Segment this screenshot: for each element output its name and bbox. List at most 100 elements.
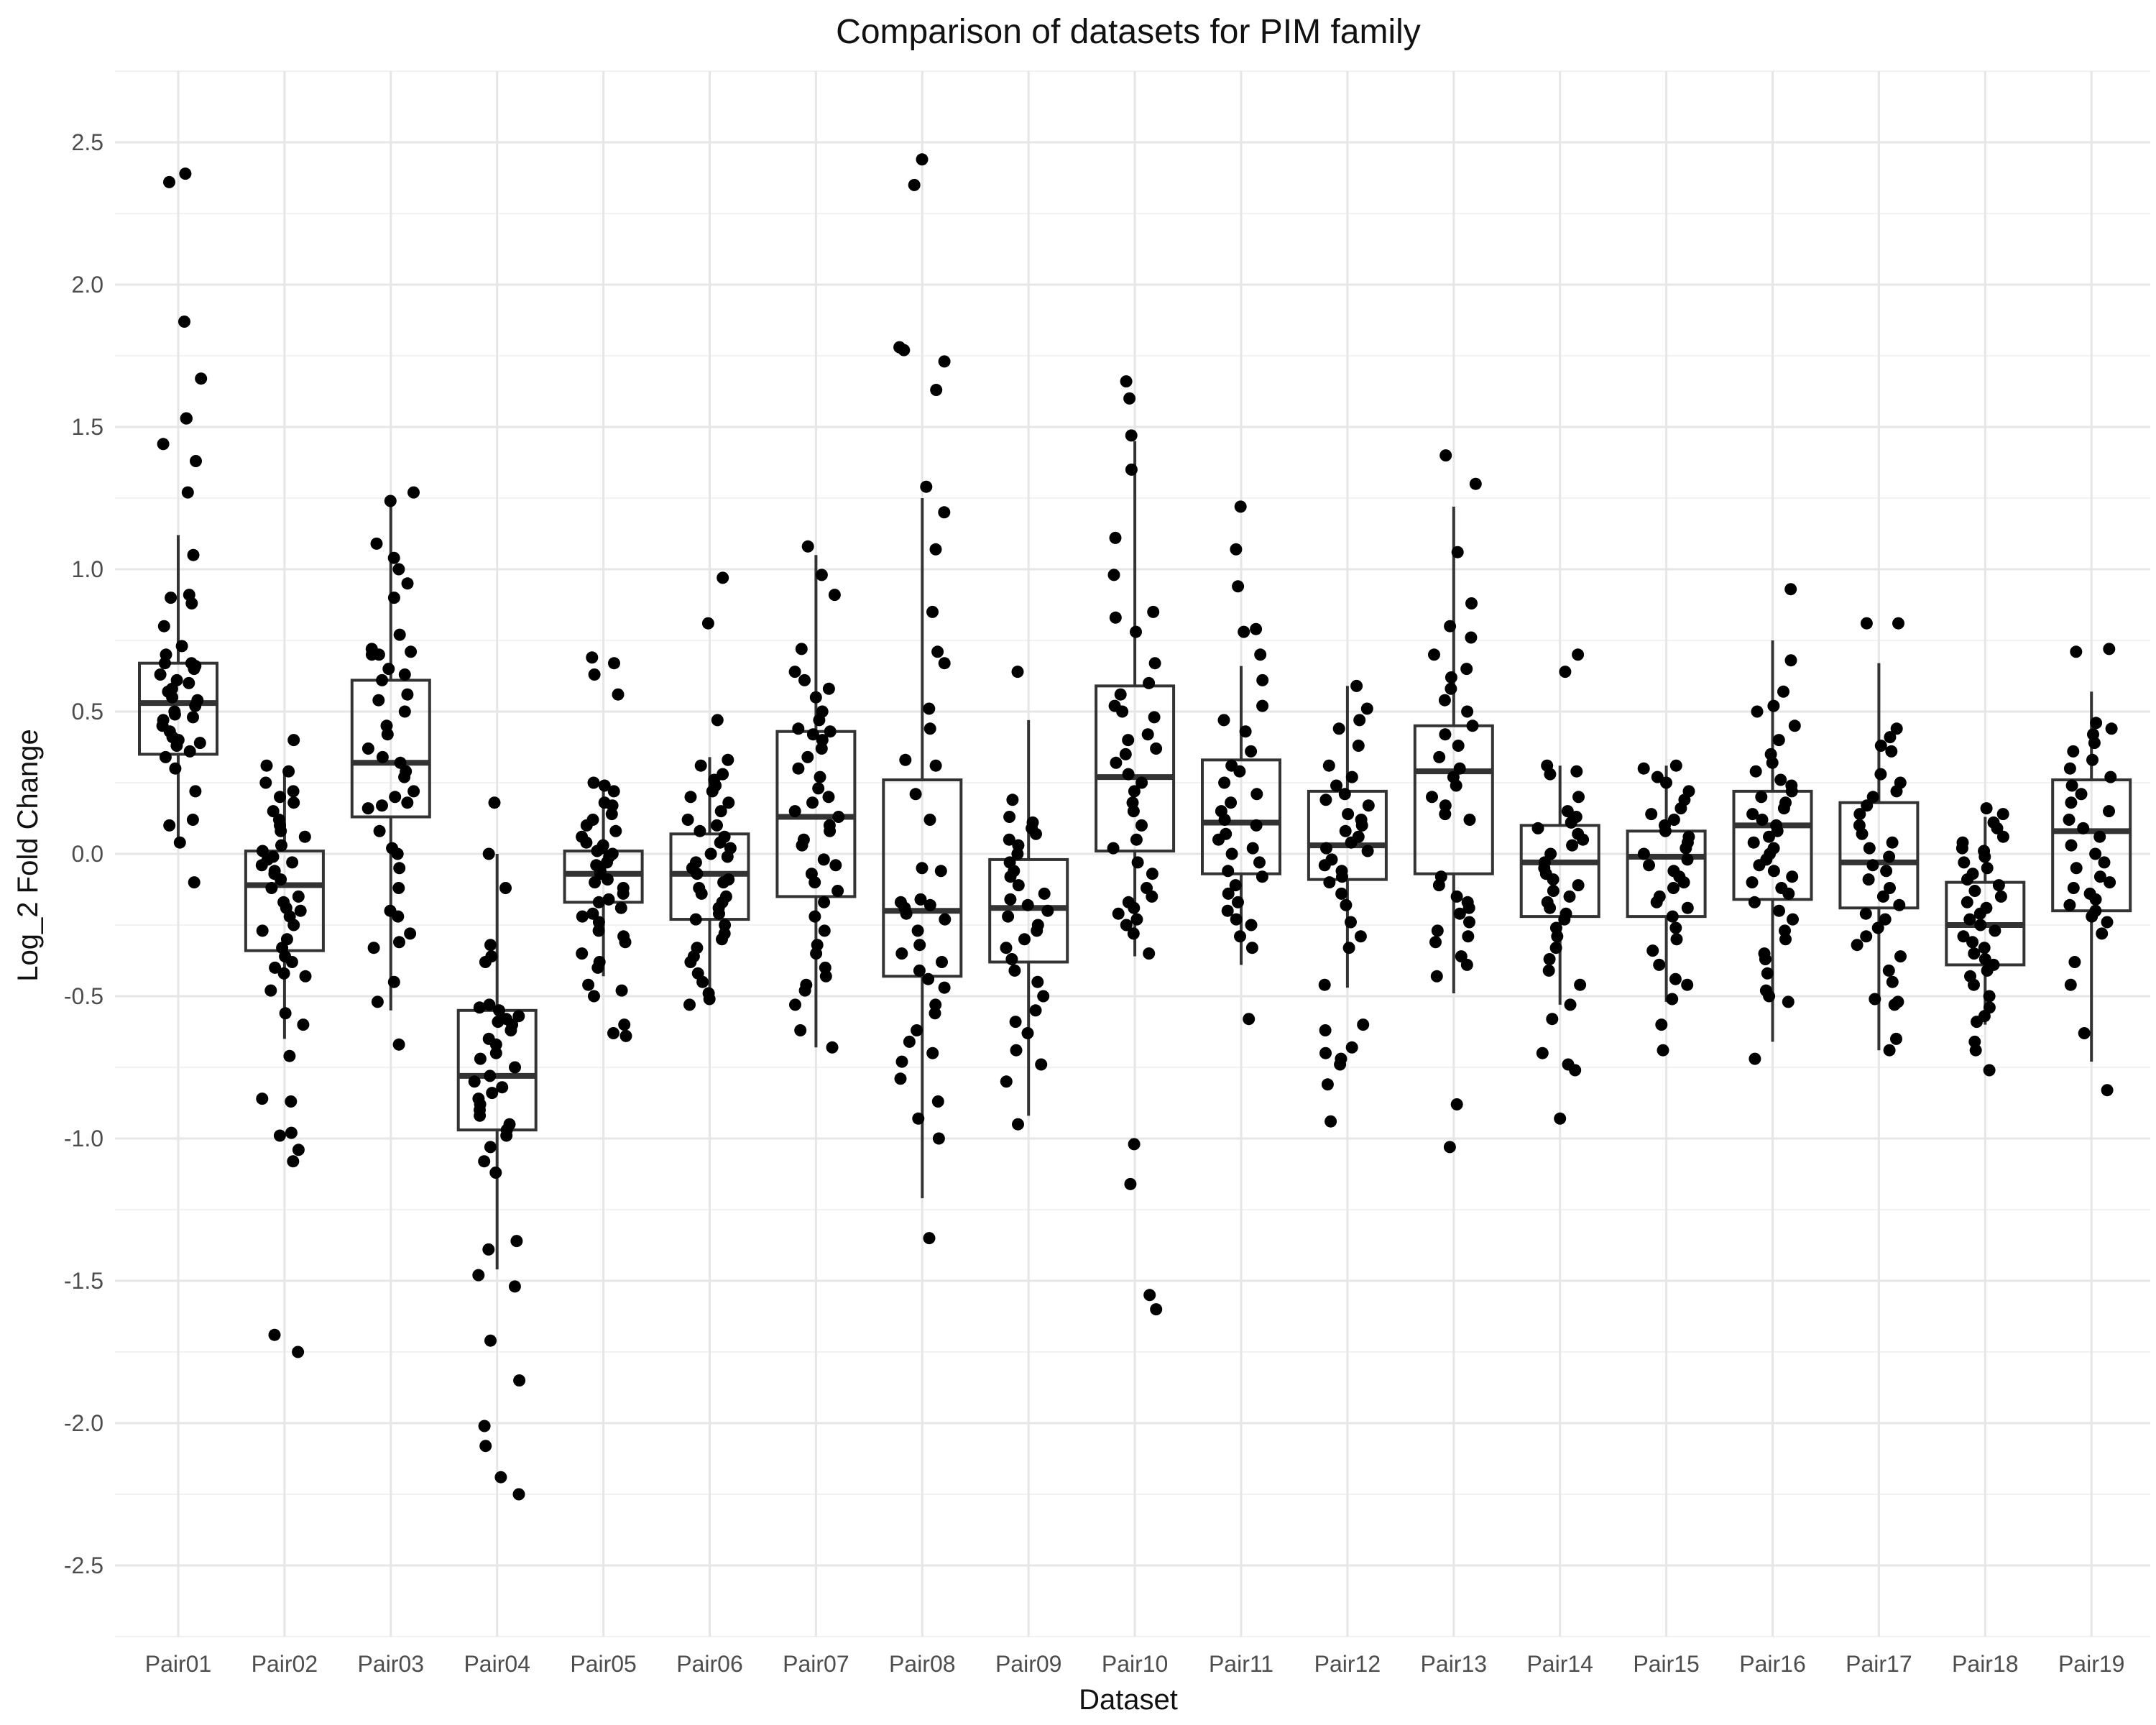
data-point: [287, 919, 300, 932]
x-tick-label: Pair03: [358, 1651, 425, 1677]
data-point: [1637, 847, 1650, 860]
data-point: [1866, 791, 1879, 804]
data-point: [801, 540, 814, 553]
data-point: [1978, 850, 1991, 863]
data-point: [913, 964, 926, 977]
data-point: [1749, 1052, 1761, 1065]
data-point: [938, 657, 951, 670]
data-point: [1439, 449, 1452, 462]
data-point: [788, 805, 801, 818]
data-point: [806, 796, 819, 809]
data-point: [1572, 791, 1585, 804]
data-point: [287, 785, 300, 798]
data-point: [376, 799, 388, 812]
x-tick-label: Pair15: [1633, 1651, 1700, 1677]
data-point: [163, 175, 175, 188]
data-point: [926, 605, 939, 618]
data-point: [277, 967, 290, 980]
data-point: [1232, 896, 1244, 908]
data-point: [1345, 836, 1358, 849]
data-point: [2088, 737, 2101, 750]
data-point: [373, 824, 386, 837]
data-point: [617, 887, 630, 900]
data-point: [1430, 970, 1443, 983]
data-point: [1871, 921, 1884, 934]
iqr-box: [138, 661, 218, 756]
data-point: [1666, 993, 1679, 1006]
data-point: [193, 737, 206, 750]
data-point: [1000, 942, 1013, 954]
y-tick-label: 0.0: [72, 841, 103, 867]
data-point: [283, 1049, 296, 1062]
data-point: [181, 486, 194, 499]
box-pair04: [456, 854, 538, 1270]
data-point: [1008, 964, 1021, 977]
data-point: [392, 563, 405, 576]
data-point: [1147, 605, 1160, 618]
data-point: [279, 1007, 292, 1020]
data-point: [370, 537, 383, 550]
data-point: [287, 796, 300, 809]
x-tick-label: Pair12: [1314, 1651, 1381, 1677]
y-tick-label: 2.0: [72, 272, 103, 298]
data-point: [1218, 814, 1231, 826]
data-point: [474, 1052, 487, 1065]
data-point: [2098, 856, 2111, 869]
data-point: [938, 355, 951, 368]
data-point: [391, 847, 404, 860]
data-point: [1879, 913, 1892, 926]
data-point: [1669, 759, 1682, 772]
data-point: [361, 742, 374, 755]
data-point: [1029, 1004, 1042, 1017]
data-point: [1637, 762, 1650, 775]
y-tick-label: 1.5: [72, 414, 103, 440]
data-point: [1010, 1044, 1023, 1057]
data-point: [792, 722, 805, 735]
data-point: [1574, 978, 1587, 991]
data-point: [684, 956, 697, 968]
data-point: [165, 592, 178, 604]
data-point: [483, 998, 496, 1011]
data-point: [267, 805, 280, 818]
data-point: [602, 893, 615, 906]
data-point: [1546, 1013, 1559, 1026]
data-point: [796, 839, 808, 852]
data-point: [286, 856, 299, 869]
data-point: [1469, 477, 1482, 490]
data-point: [389, 791, 402, 804]
data-point: [588, 668, 601, 681]
data-point: [1021, 898, 1034, 911]
data-point: [180, 412, 193, 425]
data-point: [1572, 879, 1585, 892]
data-point: [256, 1092, 269, 1105]
data-point: [1547, 885, 1560, 897]
data-point: [1992, 879, 2005, 892]
data-point: [269, 961, 282, 974]
data-point: [1041, 904, 1054, 917]
data-point: [2093, 870, 2106, 883]
data-point: [1564, 998, 1577, 1011]
data-point: [1004, 870, 1017, 883]
data-point: [931, 1095, 944, 1108]
data-point: [1779, 933, 1792, 946]
data-point: [1450, 779, 1462, 792]
data-point: [1011, 666, 1024, 678]
data-point: [598, 779, 611, 792]
data-point: [493, 1004, 505, 1017]
data-point: [2086, 753, 2099, 766]
data-point: [601, 856, 613, 869]
data-point: [1569, 1064, 1582, 1077]
data-point: [1786, 870, 1799, 883]
data-point: [1114, 688, 1127, 701]
data-point: [285, 1095, 298, 1108]
data-point: [1876, 890, 1889, 903]
data-point: [2086, 910, 2099, 923]
data-point: [484, 939, 497, 952]
data-point: [190, 455, 202, 467]
iqr-box: [456, 1008, 538, 1132]
data-point: [282, 765, 295, 778]
data-point: [1222, 865, 1235, 878]
data-point: [934, 865, 947, 878]
data-point: [407, 785, 420, 798]
